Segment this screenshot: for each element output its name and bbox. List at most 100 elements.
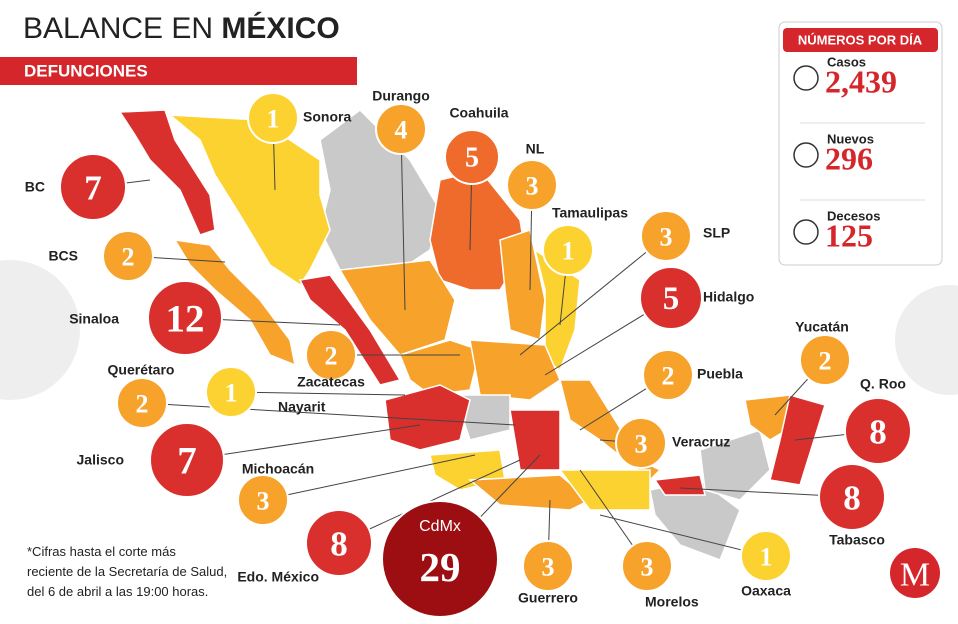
state-deaths: 1 — [760, 543, 773, 572]
state-circle — [506, 159, 558, 211]
state-name: Michoacán — [242, 461, 314, 477]
state-name: Tamaulipas — [552, 205, 628, 221]
state-circle — [615, 417, 667, 469]
state-name: Sonora — [303, 109, 351, 125]
stats-value: 2,439 — [825, 63, 897, 99]
state-circle — [205, 366, 257, 418]
note-line: *Cifras hasta el corte más — [27, 544, 176, 559]
state-deaths: 1 — [225, 379, 238, 408]
state-circle — [639, 266, 703, 330]
state-deaths: 2 — [819, 347, 832, 376]
state-deaths: 7 — [84, 169, 102, 208]
state-name: Veracruz — [672, 434, 730, 450]
state-deaths: 3 — [660, 223, 673, 252]
state-deaths: 2 — [136, 390, 149, 419]
map — [118, 109, 826, 561]
stats-value: 125 — [825, 217, 873, 253]
state-circle — [444, 129, 500, 185]
leader-line — [230, 391, 406, 396]
state-circle — [844, 397, 912, 465]
state-name: Edo. México — [237, 569, 319, 585]
state-name: Tabasco — [829, 532, 885, 548]
state-deaths: 5 — [663, 281, 680, 317]
state-deaths: 5 — [465, 143, 479, 174]
state-shape — [298, 274, 402, 386]
state-name: Puebla — [697, 366, 743, 382]
note: *Cifras hasta el corte más reciente de la… — [27, 544, 227, 599]
subtitle: DEFUNCIONES — [24, 61, 148, 80]
state-shape — [558, 469, 651, 511]
state-name: CdMx — [419, 518, 461, 535]
state-deaths: 2 — [122, 243, 135, 272]
state-name: NL — [526, 141, 545, 157]
state-shape — [468, 474, 592, 511]
state-deaths: 3 — [257, 487, 270, 516]
state-deaths: 3 — [526, 172, 539, 201]
leader-line — [141, 402, 516, 426]
state-name: Coahuila — [449, 105, 508, 121]
stats-label: Decesos — [827, 208, 880, 223]
note-line: reciente de la Secretaría de Salud, — [27, 564, 227, 579]
state-circle — [375, 103, 427, 155]
leader-line — [400, 128, 406, 311]
state-name: BC — [25, 179, 45, 195]
state-name: Hidalgo — [703, 289, 754, 305]
state-circle — [247, 92, 299, 144]
state-name: Morelos — [645, 594, 699, 610]
state-shape — [338, 259, 456, 356]
state-name: Querétaro — [108, 362, 175, 378]
state-name: Q. Roo — [860, 376, 906, 392]
state-name: Jalisco — [77, 452, 124, 468]
stats-value: 296 — [825, 140, 873, 176]
state-name: Oaxaca — [741, 583, 791, 599]
stats-header — [783, 28, 938, 52]
state-deaths: 2 — [662, 362, 675, 391]
state-circle — [818, 463, 886, 531]
state-deaths: 1 — [562, 237, 575, 266]
state-shape — [653, 474, 706, 496]
state-shape — [398, 339, 481, 396]
state-deaths: 1 — [267, 105, 280, 134]
state-deaths: 4 — [395, 116, 408, 145]
state-name: Nayarit — [278, 399, 326, 415]
state-deaths: 3 — [641, 553, 654, 582]
leader-line — [262, 454, 476, 501]
state-circle — [149, 422, 225, 498]
state-circle — [102, 230, 154, 282]
state-deaths: 3 — [542, 553, 555, 582]
state-circle — [305, 329, 357, 381]
stats-label: Casos — [827, 54, 866, 69]
title-bold: MÉXICO — [221, 11, 339, 45]
state-markers: 1 Sonora 4 Durango 5 Coahuila 3 NL 1 Tamaulipas 3 S… — [25, 88, 912, 618]
stats-icon — [793, 142, 819, 168]
state-deaths: 8 — [330, 525, 348, 564]
state-deaths: 29 — [420, 544, 461, 590]
stats-icon — [793, 219, 819, 245]
state-shape — [167, 114, 331, 287]
state-circle — [305, 509, 373, 577]
state-deaths: 3 — [635, 430, 648, 459]
state-shape — [533, 248, 581, 372]
state-circle — [381, 500, 499, 618]
logo: M — [900, 557, 930, 594]
state-name: Yucatán — [795, 319, 849, 335]
state-circle — [116, 377, 168, 429]
stats-box — [778, 21, 943, 266]
stats-icon — [793, 65, 819, 91]
state-shape — [118, 109, 216, 236]
stats-title: NÚMEROS POR DÍA — [798, 32, 923, 47]
state-shape — [469, 339, 561, 401]
background-decoration — [0, 260, 958, 400]
state-circle — [799, 334, 851, 386]
note-line: del 6 de abril a las 19:00 horas. — [27, 584, 208, 599]
state-circle — [740, 530, 792, 582]
state-name: Sinaloa — [69, 311, 119, 327]
state-circle — [640, 210, 692, 262]
state-shape — [384, 384, 471, 451]
state-name: SLP — [703, 225, 730, 241]
leader-line — [599, 514, 767, 557]
title-light: BALANCE EN — [23, 12, 213, 45]
stats-label: Nuevos — [827, 131, 874, 146]
state-name: Durango — [372, 88, 430, 104]
